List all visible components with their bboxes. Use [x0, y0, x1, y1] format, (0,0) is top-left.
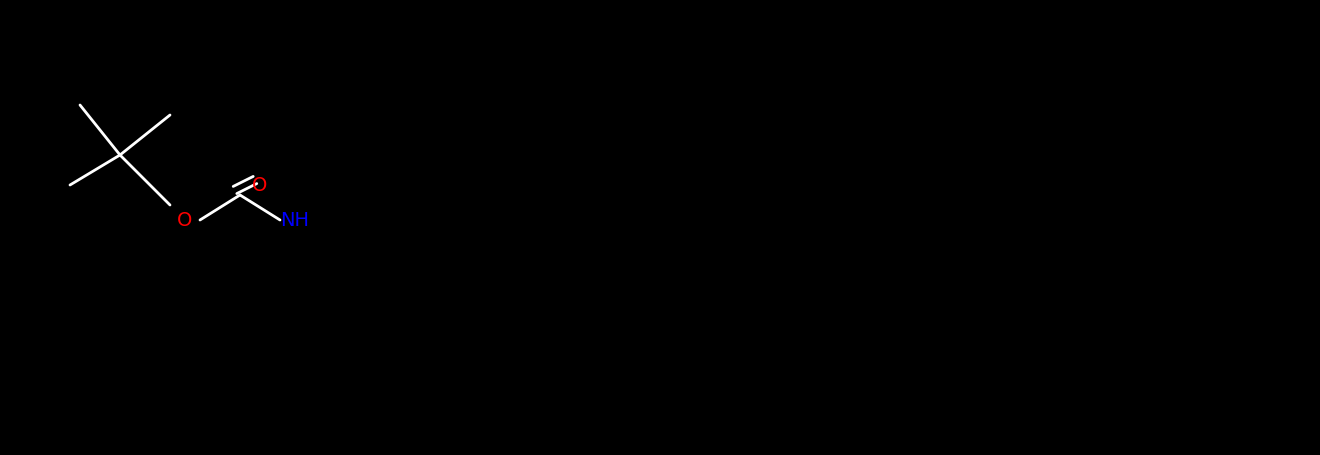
Text: O: O	[252, 176, 268, 195]
Text: NH: NH	[280, 211, 309, 230]
Text: O: O	[177, 211, 193, 230]
